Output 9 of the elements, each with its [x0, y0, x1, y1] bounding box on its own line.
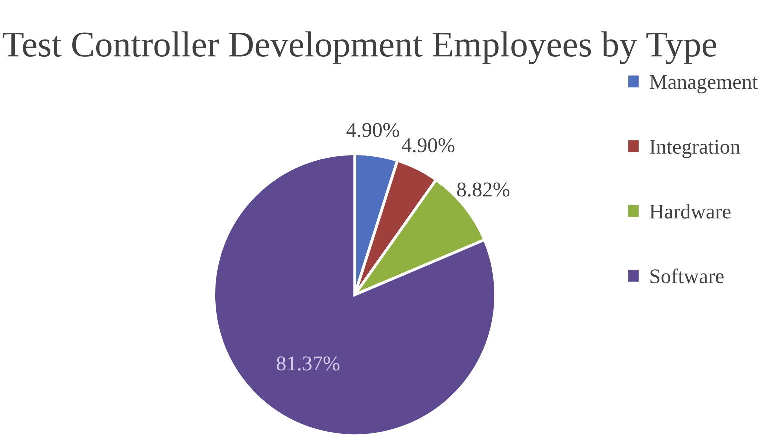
data-label: 4.90% — [346, 123, 400, 138]
data-label: 4.90% — [402, 138, 455, 153]
chart-title: Test Controller Development Employees by Type — [2, 32, 716, 64]
data-label: 81.37% — [276, 356, 340, 371]
legend-label: Management — [650, 75, 758, 94]
data-label: 8.82% — [457, 182, 510, 197]
legend-label: Hardware — [650, 204, 731, 219]
legend-label: Software — [650, 268, 724, 284]
legend-label: Integration — [650, 140, 740, 158]
